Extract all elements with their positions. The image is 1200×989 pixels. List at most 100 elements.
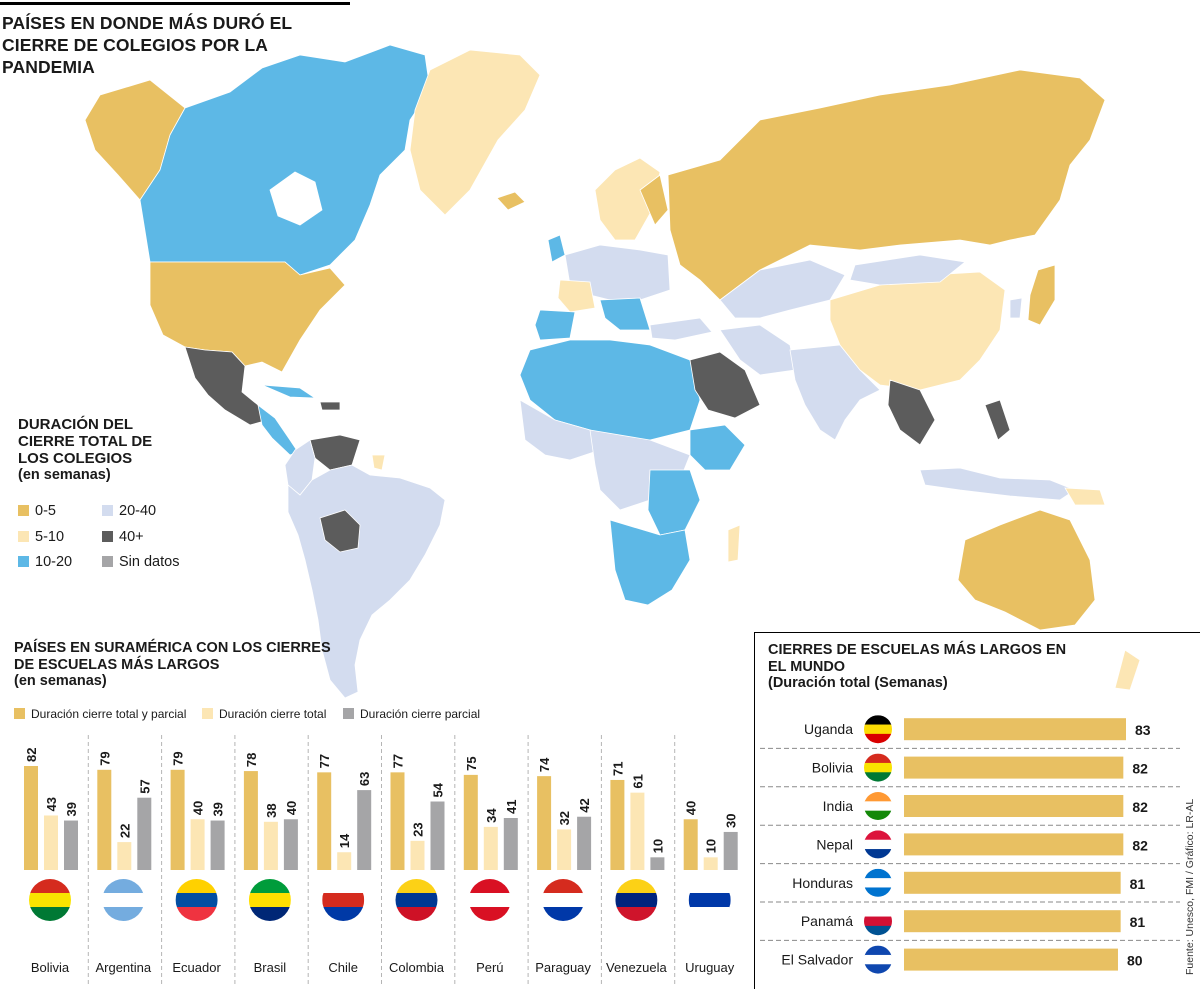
legend-item-0-5: 0-5 <box>18 502 56 522</box>
country-mongolia <box>849 254 966 286</box>
series-legend-label: Duración cierre total <box>219 707 327 721</box>
country-greenland <box>409 49 541 216</box>
south-america-subtitle: (en semanas) <box>14 673 107 689</box>
world-ranking-panel <box>754 632 1200 989</box>
flag-stripe <box>395 907 438 921</box>
legend-item-10-20: 10-20 <box>18 553 72 573</box>
series-legend-label: Duración cierre parcial <box>360 707 481 721</box>
country-label-colombia: Colombia <box>389 960 445 975</box>
bar-value-label: 79 <box>171 751 186 765</box>
bar-uruguay-s0 <box>683 819 698 870</box>
bar-value-label: 40 <box>284 801 299 815</box>
flag-stripe <box>688 893 731 908</box>
world-ranking-title-text: CIERRES DE ESCUELAS MÁS LARGOS EN EL MUN… <box>768 642 1067 675</box>
flag-stripe <box>615 907 658 921</box>
bar-bolivia-s2 <box>64 820 78 870</box>
legend-swatch <box>18 555 29 567</box>
series-legend-total: Duración cierre total <box>202 705 326 723</box>
flag-stripe <box>248 907 291 921</box>
bar-bolivia-s0 <box>24 766 38 870</box>
country-southern-africa <box>609 519 691 606</box>
flag-bolivia <box>29 879 71 921</box>
flag-stripe <box>29 893 71 908</box>
country-madagascar <box>727 524 741 563</box>
country-north-africa <box>519 339 701 441</box>
country-label-argentina: Argentina <box>95 960 151 975</box>
legend-label: 0-5 <box>35 503 56 519</box>
legend-item-sin-datos: Sin datos <box>102 553 179 573</box>
bar-value-label: 77 <box>317 754 332 768</box>
country-france <box>557 279 596 313</box>
country-hispaniola <box>319 401 341 411</box>
bar-argentina-s0 <box>97 769 112 870</box>
country-west-africa <box>519 399 601 461</box>
flag-stripe <box>395 893 438 908</box>
south-america-bars: 82 43 39 Bolivia 79 22 57 Argentina 79 40 39 Ecuado… <box>24 735 739 985</box>
bar-chile-s1 <box>337 852 352 870</box>
map-countries <box>84 44 1141 699</box>
flag-stripe <box>615 893 658 908</box>
country-philippines <box>984 399 1011 441</box>
bar-chile-s0 <box>317 772 332 870</box>
country-papua <box>1064 487 1106 506</box>
bar-uruguay-s1 <box>703 857 718 870</box>
flag-stripe <box>248 893 291 908</box>
country-spain <box>534 309 576 341</box>
bar-value-label: 77 <box>391 754 406 768</box>
country-cuba <box>261 384 317 399</box>
bar-ecuador-s1 <box>190 819 205 870</box>
bar-venezuela-s0 <box>610 779 625 870</box>
bar-value-label: 82 <box>24 748 39 762</box>
legend-swatch <box>102 504 113 516</box>
flag-perú <box>468 879 511 921</box>
bar-argentina-s1 <box>117 842 132 870</box>
flag-stripe <box>175 907 218 921</box>
bar-value-label: 40 <box>684 801 699 815</box>
bar-chile-s2 <box>357 790 372 870</box>
series-legend-parcial: Duración cierre parcial <box>343 705 480 723</box>
bar-colombia-s0 <box>390 772 405 870</box>
bar-perú-s0 <box>463 774 478 870</box>
bar-colombia-s2 <box>430 801 445 870</box>
legend-item-40-plus: 40+ <box>102 528 144 548</box>
bar-venezuela-s2 <box>650 857 665 870</box>
bar-value-label: 43 <box>44 797 59 811</box>
bar-value-label: 39 <box>211 802 226 816</box>
country-label-venezuela: Venezuela <box>606 960 667 975</box>
world-map <box>84 44 1141 699</box>
country-korea <box>1009 297 1023 319</box>
bar-value-label: 74 <box>537 757 552 772</box>
flag-stripe <box>542 893 585 908</box>
country-iceland <box>496 191 526 211</box>
bar-value-label: 38 <box>264 803 279 817</box>
legend-label: 5-10 <box>35 529 65 545</box>
flag-paraguay <box>542 879 585 921</box>
country-label-perú: Perú <box>476 960 503 975</box>
country-label-paraguay: Paraguay <box>535 960 591 975</box>
south-america-title-text: PAÍSES EN SURAMÉRICA CON LOS CIERRES DE … <box>14 640 331 673</box>
flag-stripe <box>322 893 365 908</box>
map-legend: DURACIÓN DEL CIERRE TOTAL DE LOS COLEGIO… <box>18 416 248 570</box>
bar-ecuador-s0 <box>170 769 185 870</box>
country-label-chile: Chile <box>328 960 358 975</box>
world-ranking-subtitle: (Duración total (Semanas) <box>768 675 948 691</box>
flag-stripe <box>102 907 145 921</box>
country-label-brasil: Brasil <box>254 960 287 975</box>
bar-value-label: 61 <box>630 774 645 788</box>
series-swatch <box>202 708 213 720</box>
legend-label: 20-40 <box>119 503 157 519</box>
legend-item-5-10: 5-10 <box>18 528 64 548</box>
flag-stripe <box>468 893 511 908</box>
series-swatch <box>14 708 25 720</box>
flag-ecuador <box>175 879 218 921</box>
flag-stripe <box>102 893 145 908</box>
bar-argentina-s2 <box>137 797 152 870</box>
flag-stripe <box>29 879 71 894</box>
bar-perú-s1 <box>483 826 498 870</box>
flag-stripe <box>688 879 731 894</box>
legend-item-20-40: 20-40 <box>102 502 156 522</box>
flag-stripe <box>102 879 145 894</box>
map-legend-title: DURACIÓN DEL CIERRE TOTAL DE LOS COLEGIO… <box>18 416 153 467</box>
flag-stripe <box>29 907 71 921</box>
flag-uruguay <box>688 879 731 921</box>
